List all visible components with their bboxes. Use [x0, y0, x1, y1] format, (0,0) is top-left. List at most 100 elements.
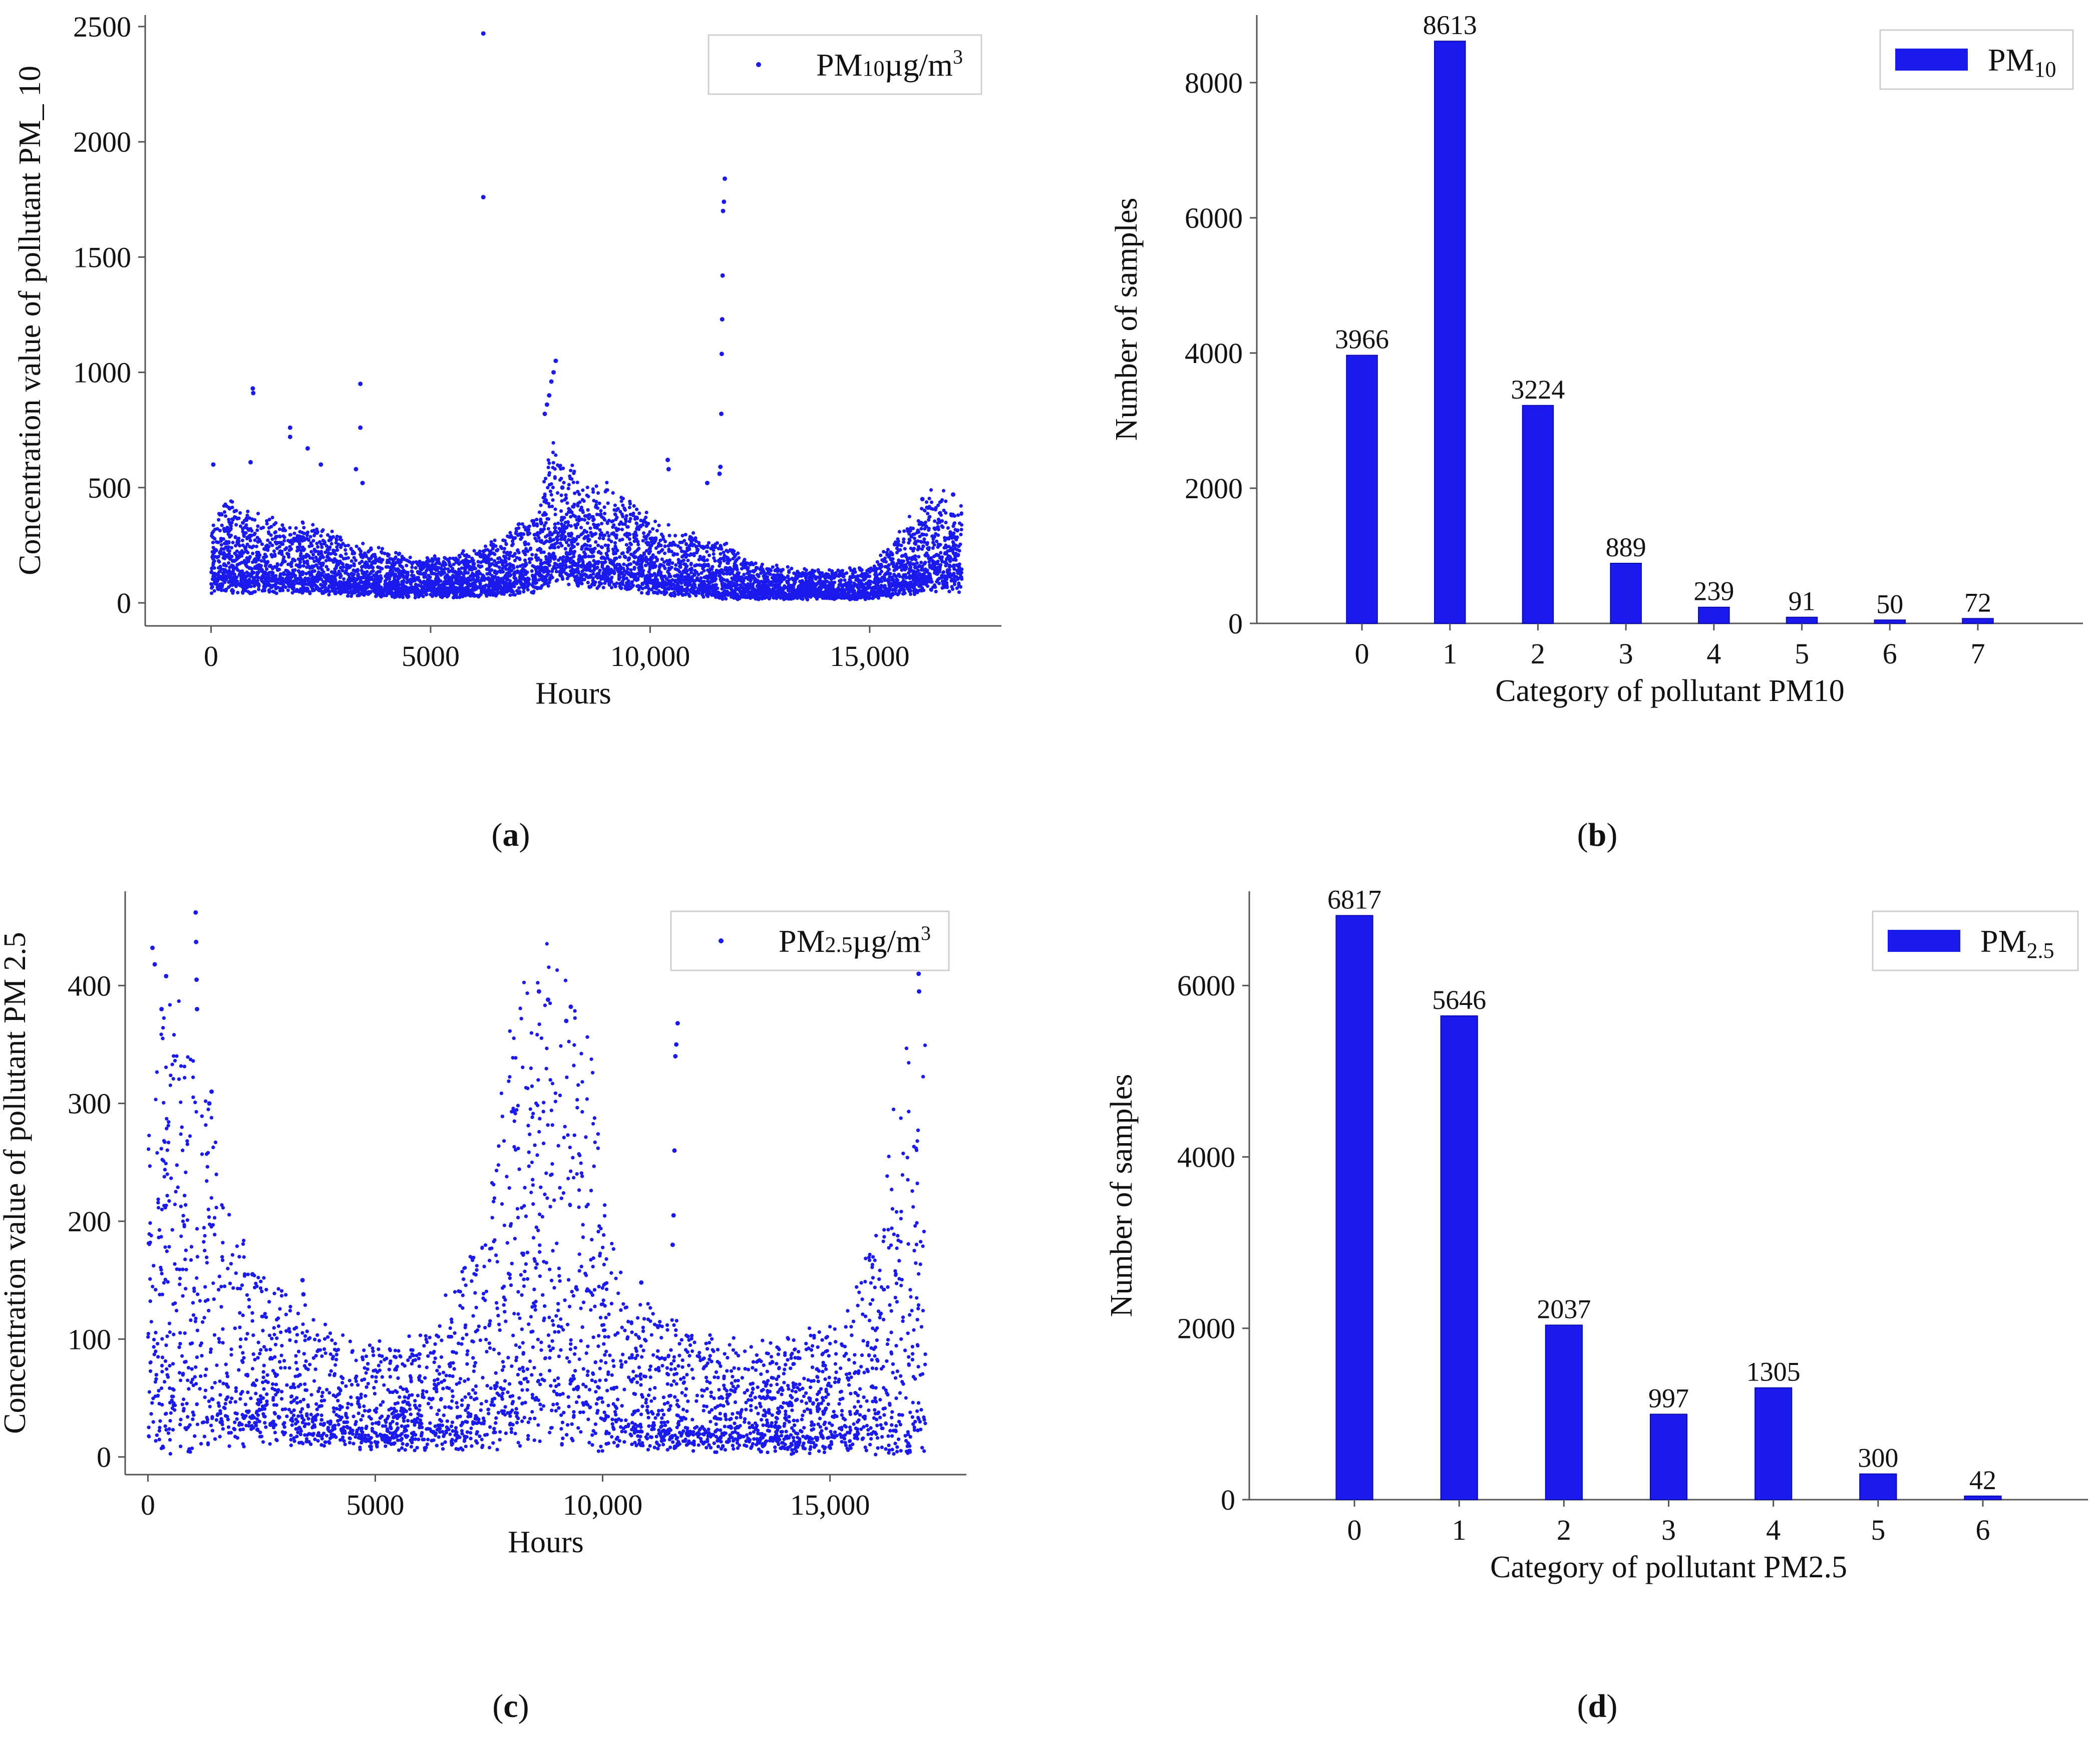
data-point — [498, 569, 502, 573]
data-point — [250, 567, 254, 571]
data-point — [909, 592, 913, 596]
data-point — [948, 530, 952, 534]
data-point — [575, 480, 579, 485]
data-point — [354, 558, 358, 562]
data-point — [286, 588, 290, 592]
data-point — [932, 583, 937, 587]
data-point — [278, 589, 282, 593]
data-point — [580, 569, 584, 573]
data-point — [358, 561, 362, 565]
data-point — [756, 580, 760, 584]
data-point — [624, 543, 628, 547]
data-point — [513, 558, 517, 563]
data-point — [544, 477, 548, 481]
data-point — [271, 583, 275, 587]
data-point — [498, 581, 502, 585]
data-point — [637, 546, 641, 550]
data-point — [308, 591, 312, 595]
data-point — [763, 576, 767, 580]
data-point — [489, 557, 493, 561]
data-point — [272, 523, 276, 527]
data-point — [302, 560, 306, 564]
data-point — [704, 575, 708, 579]
data-point — [532, 565, 536, 569]
data-point — [795, 596, 799, 600]
data-point — [508, 581, 512, 585]
data-point — [235, 563, 239, 567]
data-point — [342, 577, 346, 581]
data-point — [312, 533, 316, 538]
data-point — [621, 575, 625, 579]
data-point — [705, 558, 710, 562]
data-point — [720, 577, 724, 581]
data-point — [581, 531, 585, 535]
data-point — [903, 568, 907, 572]
data-point — [374, 594, 378, 598]
data-point — [836, 568, 840, 572]
data-point — [352, 556, 356, 560]
data-point — [886, 566, 890, 570]
data-point — [934, 532, 938, 536]
data-point — [582, 543, 586, 547]
data-point — [716, 586, 720, 590]
data-point — [522, 590, 526, 594]
data-point — [330, 529, 334, 533]
data-point — [947, 568, 951, 572]
data-point — [231, 540, 235, 545]
data-point — [663, 544, 667, 548]
data-point — [530, 569, 534, 573]
data-point — [638, 573, 642, 578]
data-point — [542, 524, 546, 528]
data-point — [395, 560, 399, 564]
data-point — [592, 564, 596, 568]
data-point — [553, 512, 557, 517]
data-point — [939, 551, 943, 555]
data-point — [226, 561, 231, 565]
data-point — [653, 519, 657, 523]
data-point — [607, 538, 611, 542]
data-point — [633, 531, 637, 535]
data-point — [271, 589, 275, 593]
data-point — [663, 566, 667, 570]
data-point — [627, 556, 631, 560]
data-point — [950, 585, 954, 589]
data-point — [457, 562, 461, 566]
data-point — [902, 529, 906, 533]
data-point — [299, 548, 303, 552]
data-point — [856, 589, 860, 594]
data-point — [730, 580, 734, 584]
data-point — [322, 542, 326, 546]
data-point — [891, 591, 895, 595]
data-point — [640, 586, 645, 590]
data-point — [787, 569, 791, 573]
data-point — [766, 575, 770, 579]
data-point — [914, 588, 918, 592]
y-tick-label: 0 — [117, 587, 131, 619]
data-point — [210, 591, 214, 595]
data-point — [681, 558, 686, 562]
data-point — [297, 590, 301, 594]
data-point — [349, 547, 353, 551]
data-point — [525, 570, 529, 574]
data-point — [451, 595, 456, 599]
data-point — [257, 587, 261, 591]
data-point — [610, 575, 614, 579]
data-point — [739, 579, 743, 583]
data-point — [293, 576, 298, 580]
data-point — [334, 538, 338, 542]
data-point — [551, 551, 555, 555]
data-point — [497, 560, 501, 564]
data-point — [216, 555, 220, 559]
data-point — [294, 526, 298, 530]
data-point — [345, 594, 350, 598]
data-point — [603, 581, 607, 585]
data-point — [546, 527, 550, 531]
data-point — [667, 534, 671, 538]
data-point — [383, 582, 387, 586]
data-point — [465, 554, 469, 558]
data-point — [539, 540, 543, 544]
data-point — [654, 546, 658, 550]
data-point — [725, 548, 729, 553]
data-point — [508, 593, 512, 597]
data-point — [749, 582, 753, 586]
